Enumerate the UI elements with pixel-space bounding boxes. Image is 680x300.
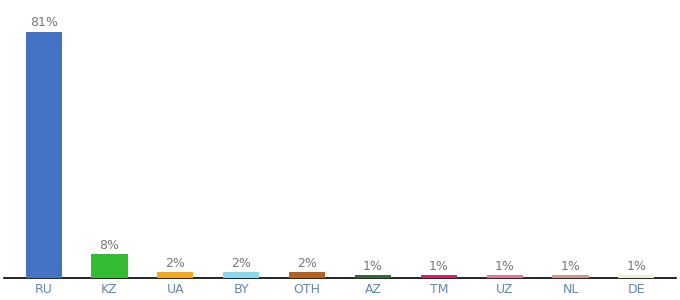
- Bar: [421, 275, 457, 278]
- Bar: [618, 275, 654, 278]
- Bar: [552, 275, 589, 278]
- Bar: [289, 272, 325, 278]
- Bar: [355, 275, 391, 278]
- Text: 1%: 1%: [494, 260, 515, 273]
- Text: 1%: 1%: [429, 260, 449, 273]
- Text: 8%: 8%: [99, 238, 120, 251]
- Bar: [157, 272, 194, 278]
- Bar: [91, 254, 128, 278]
- Text: 2%: 2%: [231, 257, 251, 270]
- Text: 2%: 2%: [297, 257, 317, 270]
- Bar: [26, 32, 62, 278]
- Text: 1%: 1%: [363, 260, 383, 273]
- Text: 2%: 2%: [165, 257, 186, 270]
- Text: 1%: 1%: [560, 260, 581, 273]
- Text: 1%: 1%: [626, 260, 646, 273]
- Text: 81%: 81%: [30, 16, 58, 29]
- Bar: [486, 275, 523, 278]
- Bar: [223, 272, 259, 278]
